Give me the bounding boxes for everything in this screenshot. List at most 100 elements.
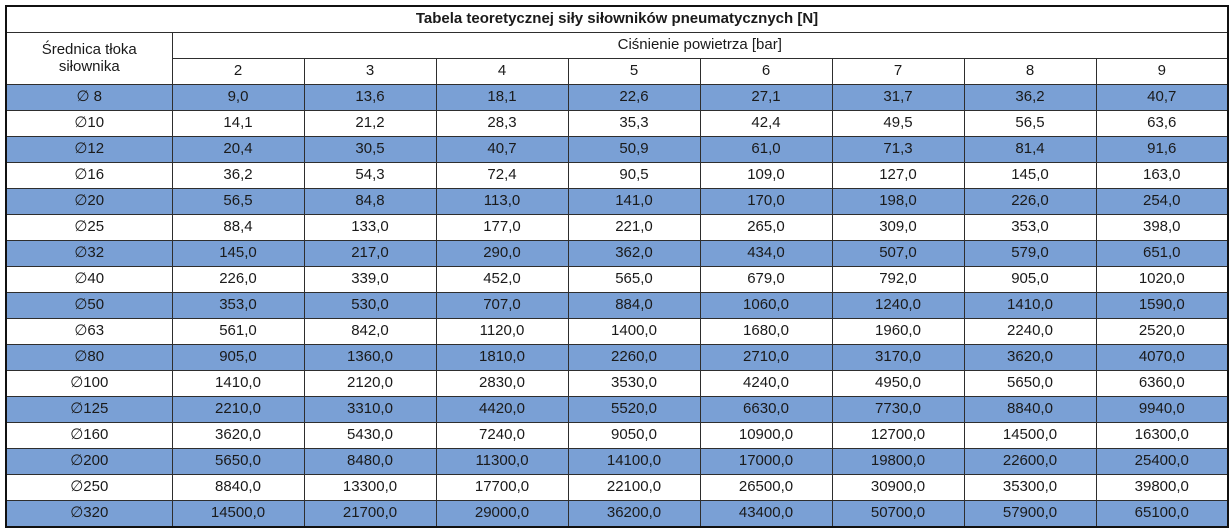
table-row: ∅200 5650,0 8480,0 11300,0 14100,0 17000,0 198… [5,448,1229,475]
table-row: ∅25 88,4 133,0 177,0 221,0 265,0 309,0 353,0 398… [5,214,1229,241]
value-cell: 9940,0 [1095,396,1229,423]
table-row: ∅100 1410,0 2120,0 2830,0 3530,0 4240,0 4950,0… [5,370,1229,397]
table-row: ∅160 3620,0 5430,0 7240,0 9050,0 10900,0 12700… [5,422,1229,449]
value-cell: 84,8 [303,188,437,215]
table-row: ∅125 2210,0 3310,0 4420,0 5520,0 6630,0 7730,0… [5,396,1229,423]
value-cell: 1060,0 [699,292,833,319]
column-group-header: Ciśnienie powietrza [bar] [171,32,1229,59]
value-cell: 40,7 [1095,84,1229,111]
value-cell: 226,0 [963,188,1097,215]
value-cell: 651,0 [1095,240,1229,267]
diameter-cell: ∅100 [5,370,173,397]
value-cell: 1810,0 [435,344,569,371]
value-cell: 145,0 [171,240,305,267]
table-row: ∅50 353,0 530,0 707,0 884,0 1060,0 1240,0 1410,… [5,292,1229,319]
value-cell: 17700,0 [435,474,569,501]
value-cell: 842,0 [303,318,437,345]
value-cell: 1960,0 [831,318,965,345]
value-cell: 36,2 [963,84,1097,111]
value-cell: 71,3 [831,136,965,163]
value-cell: 530,0 [303,292,437,319]
value-cell: 35300,0 [963,474,1097,501]
value-cell: 30900,0 [831,474,965,501]
value-cell: 1410,0 [963,292,1097,319]
diameter-cell: ∅40 [5,266,173,293]
table-row: ∅32 145,0 217,0 290,0 362,0 434,0 507,0 579,0 65… [5,240,1229,267]
value-cell: 56,5 [171,188,305,215]
value-cell: 3170,0 [831,344,965,371]
table-row: ∅10 14,1 21,2 28,3 35,3 42,4 49,5 56,5 63,6 [5,110,1229,137]
value-cell: 579,0 [963,240,1097,267]
pressure-column-header: 3 [303,58,437,85]
value-cell: 565,0 [567,266,701,293]
value-cell: 109,0 [699,162,833,189]
value-cell: 177,0 [435,214,569,241]
table-row: ∅20 56,5 84,8 113,0 141,0 170,0 198,0 226,0 254,… [5,188,1229,215]
value-cell: 353,0 [963,214,1097,241]
value-cell: 57900,0 [963,500,1097,528]
value-cell: 339,0 [303,266,437,293]
value-cell: 2710,0 [699,344,833,371]
value-cell: 3530,0 [567,370,701,397]
table-body: ∅ 8 9,0 13,6 18,1 22,6 27,1 31,7 36,2 40,7 ∅10 14,… [5,84,1229,528]
value-cell: 25400,0 [1095,448,1229,475]
value-cell: 8840,0 [963,396,1097,423]
value-cell: 14500,0 [963,422,1097,449]
row-header-line-1: Średnica tłoka [41,41,137,58]
value-cell: 27,1 [699,84,833,111]
row-header-line-2: siłownika [58,57,120,75]
value-cell: 226,0 [171,266,305,293]
value-cell: 265,0 [699,214,833,241]
value-cell: 884,0 [567,292,701,319]
value-cell: 362,0 [567,240,701,267]
table-title: Tabela teoretycznej siły siłowników pneu… [5,5,1229,33]
value-cell: 398,0 [1095,214,1229,241]
table-row: ∅ 8 9,0 13,6 18,1 22,6 27,1 31,7 36,2 40,7 [5,84,1229,111]
diameter-cell: ∅125 [5,396,173,423]
value-cell: 36,2 [171,162,305,189]
value-cell: 31,7 [831,84,965,111]
value-cell: 6630,0 [699,396,833,423]
value-cell: 91,6 [1095,136,1229,163]
value-cell: 14500,0 [171,500,305,528]
value-cell: 14100,0 [567,448,701,475]
pressure-column-header: 8 [963,58,1097,85]
value-cell: 40,7 [435,136,569,163]
diameter-cell: ∅320 [5,500,173,528]
value-cell: 452,0 [435,266,569,293]
pressure-column-header: 6 [699,58,833,85]
value-cell: 3310,0 [303,396,437,423]
value-cell: 561,0 [171,318,305,345]
value-cell: 905,0 [963,266,1097,293]
value-cell: 22100,0 [567,474,701,501]
value-cell: 10900,0 [699,422,833,449]
value-cell: 2240,0 [963,318,1097,345]
table-row: ∅63 561,0 842,0 1120,0 1400,0 1680,0 1960,0 224… [5,318,1229,345]
diameter-cell: ∅25 [5,214,173,241]
value-cell: 4070,0 [1095,344,1229,371]
value-cell: 50700,0 [831,500,965,528]
value-cell: 16300,0 [1095,422,1229,449]
value-cell: 3620,0 [963,344,1097,371]
table-row: ∅320 14500,0 21700,0 29000,0 36200,0 43400,0 5… [5,500,1229,528]
pressure-column-header: 2 [171,58,305,85]
table-row: ∅40 226,0 339,0 452,0 565,0 679,0 792,0 905,0 10… [5,266,1229,293]
diameter-cell: ∅250 [5,474,173,501]
value-cell: 2260,0 [567,344,701,371]
value-cell: 1590,0 [1095,292,1229,319]
value-cell: 5650,0 [963,370,1097,397]
value-cell: 50,9 [567,136,701,163]
value-cell: 254,0 [1095,188,1229,215]
value-cell: 8840,0 [171,474,305,501]
pressure-column-header: 4 [435,58,569,85]
pressure-column-header: 7 [831,58,965,85]
diameter-cell: ∅80 [5,344,173,371]
value-cell: 88,4 [171,214,305,241]
value-cell: 145,0 [963,162,1097,189]
value-cell: 290,0 [435,240,569,267]
value-cell: 39800,0 [1095,474,1229,501]
value-cell: 13,6 [303,84,437,111]
value-cell: 198,0 [831,188,965,215]
value-cell: 2520,0 [1095,318,1229,345]
